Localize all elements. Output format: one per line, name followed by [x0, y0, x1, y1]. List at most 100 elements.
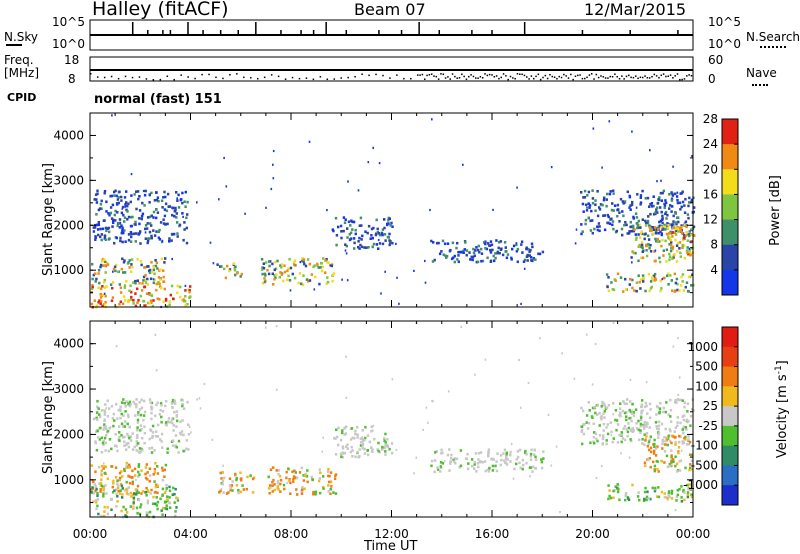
data-cell — [267, 487, 271, 490]
data-cell — [625, 418, 628, 422]
data-cell — [125, 201, 128, 204]
data-cell — [622, 214, 625, 218]
data-cell — [135, 405, 138, 409]
data-cell — [119, 236, 122, 240]
data-cell — [136, 258, 139, 261]
data-cell — [169, 293, 172, 297]
data-cell — [630, 419, 633, 423]
data-cell — [235, 478, 238, 482]
data-cell — [220, 487, 223, 490]
data-cell — [322, 475, 325, 478]
data-cell — [162, 269, 165, 272]
data-cell — [124, 203, 127, 206]
data-cell — [638, 498, 641, 502]
data-cell — [688, 249, 691, 252]
data-cell — [155, 191, 158, 194]
data-cell — [150, 406, 154, 410]
data-cell — [138, 447, 142, 450]
data-cell — [110, 404, 114, 408]
data-cell — [272, 478, 275, 482]
y-tick-label: 1000 — [53, 263, 84, 277]
data-cell — [381, 445, 384, 449]
nave-point — [683, 78, 686, 80]
data-cell — [113, 265, 117, 269]
data-cell — [99, 426, 102, 430]
nave-point — [507, 78, 509, 81]
data-cell — [92, 417, 96, 421]
data-cell — [136, 279, 139, 282]
data-cell — [143, 410, 147, 414]
data-cell — [632, 429, 635, 432]
data-cell — [136, 287, 139, 291]
data-cell — [359, 440, 363, 444]
data-cell — [675, 499, 678, 502]
nave-point — [655, 75, 658, 77]
nave-point — [201, 73, 203, 76]
data-cell — [637, 274, 640, 277]
data-cell — [685, 231, 688, 234]
data-cell — [638, 243, 641, 247]
data-cell — [108, 438, 112, 441]
data-cell — [174, 209, 177, 212]
data-cell — [118, 218, 122, 221]
data-cell — [148, 437, 151, 441]
data-cell — [669, 464, 672, 468]
data-cell — [161, 206, 164, 209]
data-cell — [160, 509, 163, 512]
data-cell — [155, 208, 158, 211]
data-cell — [154, 430, 158, 433]
data-cell — [135, 449, 138, 452]
data-cell — [358, 448, 361, 451]
data-cell — [626, 232, 629, 235]
data-cell — [136, 418, 140, 422]
data-cell — [662, 249, 665, 252]
data-cell — [293, 276, 297, 280]
data-cell — [165, 423, 168, 427]
data-cell — [504, 246, 507, 249]
data-cell — [168, 485, 171, 489]
data-cell — [471, 464, 474, 468]
data-cell — [686, 239, 689, 242]
colorbar-segment — [722, 219, 738, 246]
data-cell — [155, 198, 159, 202]
data-cell — [640, 412, 643, 415]
data-cell — [677, 393, 680, 396]
data-cell — [144, 278, 147, 282]
data-cell — [687, 216, 690, 220]
data-cell — [664, 228, 667, 231]
data-cell — [529, 455, 533, 458]
data-cell — [164, 489, 168, 492]
data-cell — [160, 415, 163, 419]
data-cell — [605, 439, 608, 442]
data-cell — [448, 448, 451, 451]
data-cell — [682, 236, 685, 240]
nave-point — [597, 76, 600, 79]
data-cell — [635, 422, 638, 425]
data-cell — [652, 195, 655, 198]
data-cell — [181, 201, 184, 205]
data-cell — [682, 414, 686, 417]
data-cell — [686, 289, 690, 293]
data-cell — [521, 467, 524, 471]
data-cell — [154, 502, 157, 506]
data-cell — [96, 399, 99, 403]
data-cell — [361, 443, 364, 447]
data-cell — [495, 239, 498, 242]
data-cell — [612, 192, 615, 195]
data-cell — [146, 499, 150, 503]
data-cell — [627, 497, 630, 500]
data-cell — [666, 498, 670, 501]
data-cell — [155, 288, 158, 292]
data-cell — [333, 477, 337, 481]
data-cell — [361, 436, 364, 439]
data-cell — [125, 280, 128, 283]
data-cell — [489, 260, 493, 263]
data-cell — [344, 249, 347, 252]
data-cell — [273, 277, 276, 281]
data-cell — [491, 457, 494, 461]
data-cell — [582, 196, 585, 199]
data-cell — [150, 411, 153, 415]
data-cell — [510, 258, 513, 261]
data-cell — [601, 437, 605, 441]
data-cell — [127, 415, 130, 419]
